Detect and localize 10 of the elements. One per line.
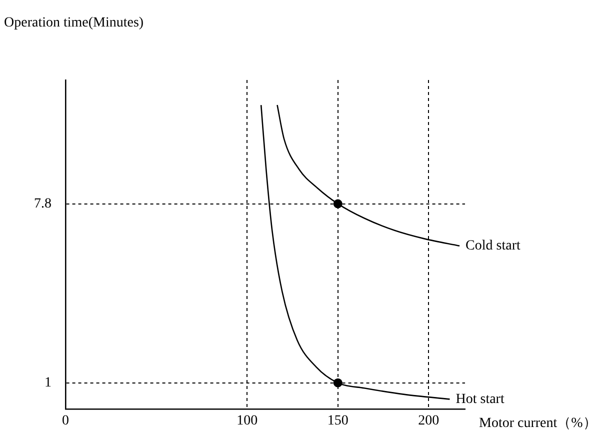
x-axis-title: Motor current（%）	[479, 416, 597, 431]
series-label: Cold start	[466, 238, 520, 254]
x-tick-label: 0	[62, 413, 69, 428]
y-axis-title: Operation time(Minutes)	[4, 16, 144, 31]
x-tick-label: 150	[327, 413, 348, 428]
x-tick-label: 100	[236, 413, 258, 428]
y-tick-label: 1	[44, 376, 52, 391]
y-tick-label: 7.8	[34, 196, 52, 212]
x-tick-label: 200	[418, 413, 440, 428]
series-label: Hot start	[456, 392, 504, 407]
